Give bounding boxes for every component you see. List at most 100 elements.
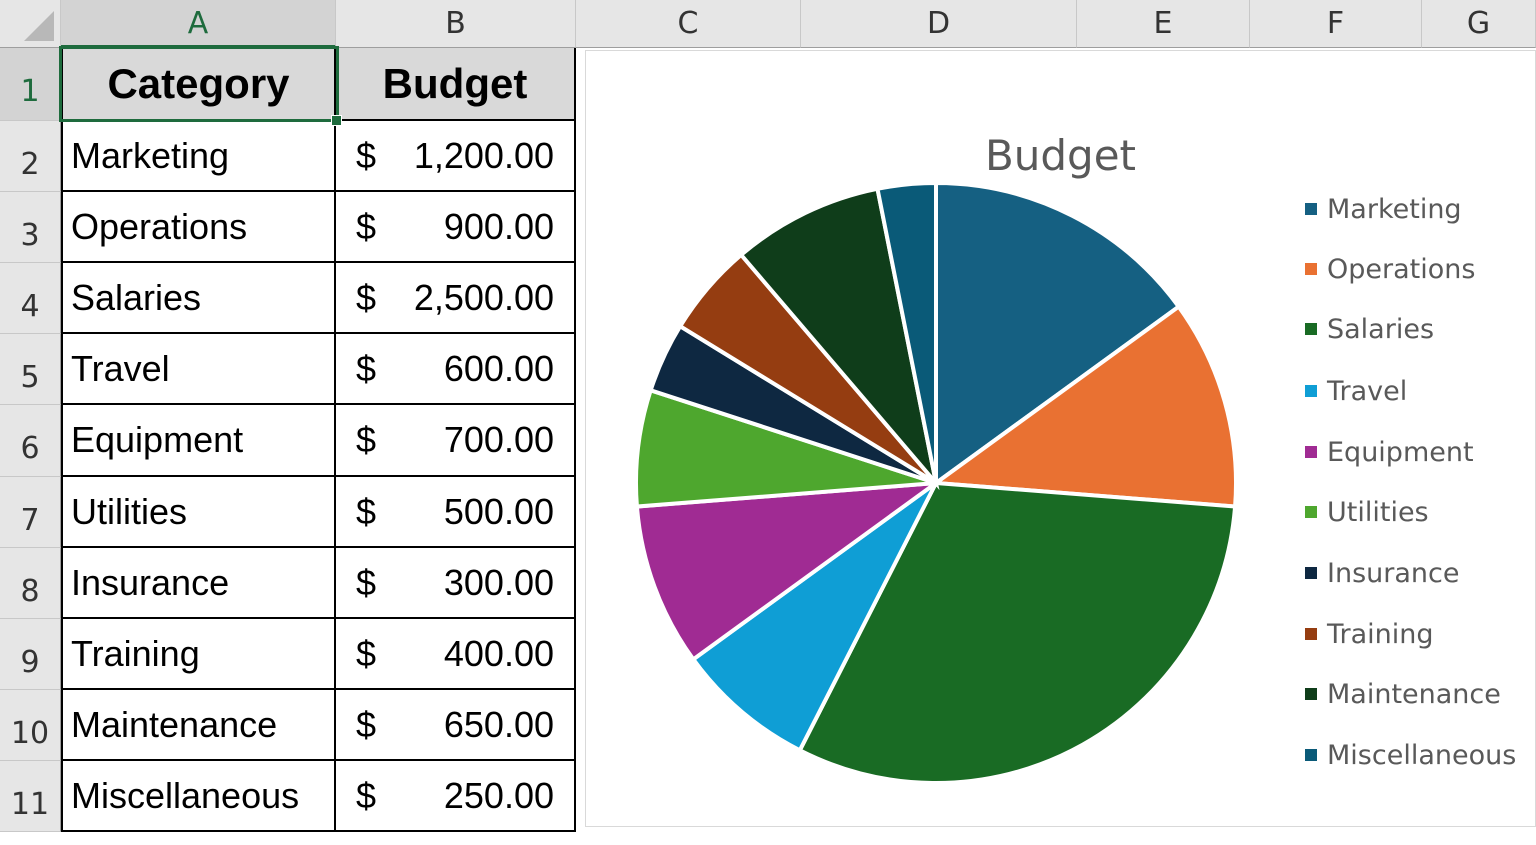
pie-slice-travel[interactable] <box>690 481 938 753</box>
pie-slice-operations[interactable] <box>930 303 1238 509</box>
row-header-11[interactable]: 11 <box>0 761 61 832</box>
fill-handle[interactable] <box>331 115 342 126</box>
legend-item[interactable]: Miscellaneous <box>1305 735 1516 775</box>
legend-swatch-icon <box>1305 749 1317 761</box>
row-header-8[interactable]: 8 <box>0 548 61 619</box>
currency-symbol: $ <box>356 277 377 318</box>
budget-value: 300.00 <box>443 562 554 603</box>
column-header-d[interactable]: D <box>801 0 1077 48</box>
legend-label: Operations <box>1327 253 1476 285</box>
pie-slice-maintenance[interactable] <box>738 186 940 491</box>
pie-slice-salaries[interactable] <box>797 480 1238 785</box>
legend-label: Travel <box>1327 375 1408 407</box>
budget-value: 1,200.00 <box>413 135 554 176</box>
category-cell[interactable]: Marketing <box>61 121 336 192</box>
legend-item[interactable]: Marketing <box>1305 189 1462 229</box>
category-cell[interactable]: Miscellaneous <box>61 761 336 832</box>
row-header-4[interactable]: 4 <box>0 263 61 334</box>
legend-label: Equipment <box>1327 436 1474 468</box>
category-cell[interactable]: Training <box>61 619 336 690</box>
column-header-c[interactable]: C <box>576 0 801 48</box>
legend-label: Salaries <box>1327 313 1435 345</box>
budget-cell[interactable]: $600.00 <box>336 334 576 405</box>
legend-item[interactable]: Equipment <box>1305 432 1474 472</box>
legend-label: Training <box>1327 618 1434 650</box>
row-header-7[interactable]: 7 <box>0 477 61 548</box>
column-header-b[interactable]: B <box>336 0 576 48</box>
column-header-e[interactable]: E <box>1077 0 1250 48</box>
budget-cell[interactable]: $500.00 <box>336 477 576 548</box>
row-header-6[interactable]: 6 <box>0 405 61 477</box>
budget-value: 600.00 <box>443 348 554 389</box>
legend-item[interactable]: Utilities <box>1305 492 1429 532</box>
category-cell[interactable]: Insurance <box>61 548 336 619</box>
legend-swatch-icon <box>1305 263 1317 275</box>
legend-label: Maintenance <box>1327 678 1501 710</box>
pie-slice-marketing[interactable] <box>934 180 1182 487</box>
pie-slice-utilities[interactable] <box>634 387 937 509</box>
legend-label: Miscellaneous <box>1327 739 1517 771</box>
header-cell-category[interactable]: Category <box>61 48 336 121</box>
legend-item[interactable]: Training <box>1305 614 1434 654</box>
column-header-f[interactable]: F <box>1250 0 1422 48</box>
legend-label: Utilities <box>1327 496 1429 528</box>
budget-value: 400.00 <box>443 633 554 674</box>
legend-swatch-icon <box>1305 628 1317 640</box>
budget-cell[interactable]: $900.00 <box>336 192 576 263</box>
legend-swatch-icon <box>1305 323 1317 335</box>
row-header-3[interactable]: 3 <box>0 192 61 263</box>
budget-cell[interactable]: $400.00 <box>336 619 576 690</box>
legend-swatch-icon <box>1305 446 1317 458</box>
category-cell[interactable]: Utilities <box>61 477 336 548</box>
currency-symbol: $ <box>356 419 377 460</box>
column-header-g[interactable]: G <box>1422 0 1536 48</box>
legend-item[interactable]: Operations <box>1305 249 1475 289</box>
budget-cell[interactable]: $250.00 <box>336 761 576 832</box>
legend-swatch-icon <box>1305 385 1317 397</box>
chart-title[interactable]: Budget <box>984 131 1137 180</box>
row-header-10[interactable]: 10 <box>0 690 61 761</box>
budget-value: 2,500.00 <box>413 277 554 318</box>
currency-symbol: $ <box>356 775 377 816</box>
category-cell[interactable]: Travel <box>61 334 336 405</box>
select-all-button[interactable] <box>0 0 61 48</box>
legend-label: Insurance <box>1327 557 1460 589</box>
legend-swatch-icon <box>1305 688 1317 700</box>
legend-label: Marketing <box>1327 193 1462 225</box>
currency-symbol: $ <box>356 633 377 674</box>
budget-value: 900.00 <box>443 206 554 247</box>
row-header-2[interactable]: 2 <box>0 121 61 192</box>
row-header-1[interactable]: 1 <box>0 48 61 121</box>
budget-cell[interactable]: $700.00 <box>336 405 576 477</box>
budget-cell[interactable]: $300.00 <box>336 548 576 619</box>
category-cell[interactable]: Equipment <box>61 405 336 477</box>
active-cell-selection <box>59 46 339 122</box>
category-cell[interactable]: Maintenance <box>61 690 336 761</box>
row-header-9[interactable]: 9 <box>0 619 61 690</box>
header-cell-budget[interactable]: Budget <box>336 48 576 121</box>
legend-swatch-icon <box>1305 506 1317 518</box>
currency-symbol: $ <box>356 135 377 176</box>
category-cell[interactable]: Operations <box>61 192 336 263</box>
pie-slice-equipment[interactable] <box>634 480 943 663</box>
row-header-5[interactable]: 5 <box>0 334 61 405</box>
budget-value: 700.00 <box>443 419 554 460</box>
budget-cell[interactable]: $2,500.00 <box>336 263 576 334</box>
legend-item[interactable]: Maintenance <box>1305 674 1501 714</box>
legend-item[interactable]: Insurance <box>1305 553 1459 593</box>
category-cell[interactable]: Salaries <box>61 263 336 334</box>
legend-item[interactable]: Travel <box>1305 371 1407 411</box>
legend-item[interactable]: Salaries <box>1305 309 1434 349</box>
budget-value: 250.00 <box>443 775 554 816</box>
currency-symbol: $ <box>356 704 377 745</box>
budget-cell[interactable]: $1,200.00 <box>336 121 576 192</box>
budget-cell[interactable]: $650.00 <box>336 690 576 761</box>
pie-slice-miscellaneous[interactable] <box>875 180 938 484</box>
currency-symbol: $ <box>356 206 377 247</box>
budget-value: 500.00 <box>443 491 554 532</box>
currency-symbol: $ <box>356 562 377 603</box>
currency-symbol: $ <box>356 348 377 389</box>
legend-swatch-icon <box>1305 567 1317 579</box>
